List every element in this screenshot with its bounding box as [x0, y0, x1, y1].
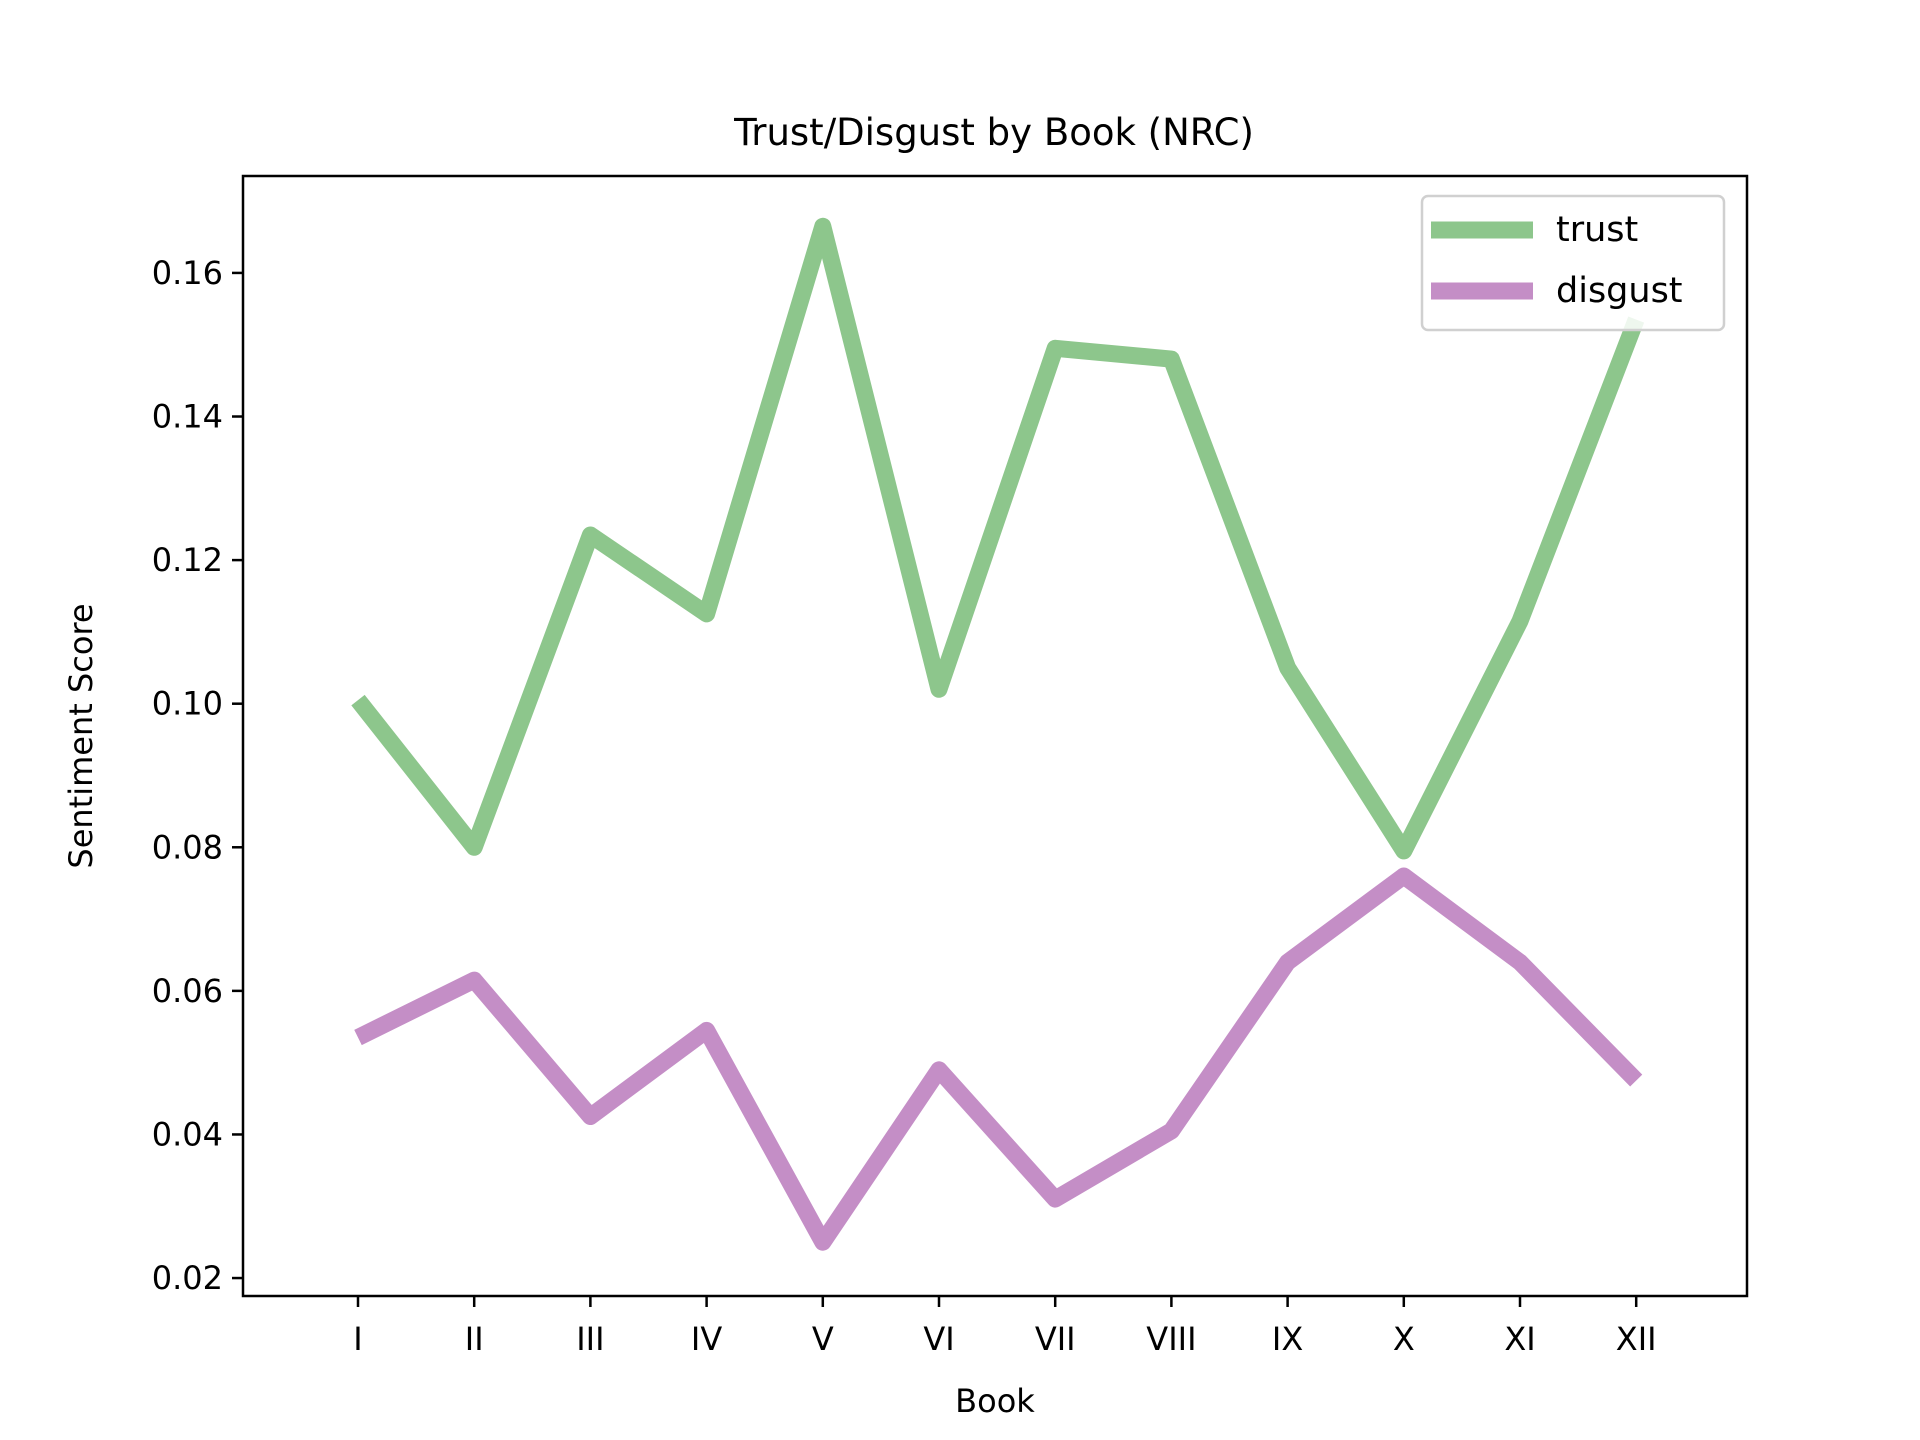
- y-tick-label: 0.16: [152, 254, 223, 292]
- x-tick-label: II: [465, 1320, 484, 1358]
- x-tick-label: VI: [923, 1320, 954, 1358]
- plot-area: [351, 217, 1645, 1251]
- legend: trust disgust: [1420, 194, 1726, 332]
- series-line-trust: [351, 217, 1645, 860]
- y-tick-label: 0.08: [152, 828, 223, 866]
- x-tick-label: IV: [691, 1320, 722, 1358]
- x-tick-label: XII: [1616, 1320, 1657, 1358]
- x-tick-label: VII: [1035, 1320, 1076, 1358]
- y-tick-label: 0.12: [152, 541, 223, 579]
- x-tick-label: XI: [1504, 1320, 1535, 1358]
- x-tick-label: X: [1393, 1320, 1415, 1358]
- x-axis: I II III IV V VI VII VIII IX X XI XII: [353, 1296, 1657, 1358]
- y-tick-label: 0.14: [152, 398, 223, 436]
- y-tick-label: 0.04: [152, 1115, 223, 1153]
- legend-label-disgust: disgust: [1556, 271, 1683, 311]
- y-tick-label: 0.06: [152, 972, 223, 1010]
- y-tick-label: 0.02: [152, 1259, 223, 1297]
- y-tick-label: 0.10: [152, 685, 223, 723]
- y-axis: 0.02 0.04 0.06 0.08 0.10 0.12 0.14 0.16: [152, 254, 243, 1297]
- x-tick-label: I: [353, 1320, 362, 1358]
- x-tick-label: V: [812, 1320, 834, 1358]
- series-line-disgust: [354, 867, 1643, 1251]
- y-axis-label: Sentiment Score: [62, 603, 100, 868]
- x-tick-label: III: [576, 1320, 604, 1358]
- legend-label-trust: trust: [1556, 210, 1638, 250]
- x-tick-label: IX: [1272, 1320, 1303, 1358]
- x-tick-label: VIII: [1146, 1320, 1196, 1358]
- x-axis-label: Book: [955, 1382, 1035, 1420]
- chart-title: Trust/Disgust by Book (NRC): [733, 111, 1254, 154]
- axes-frame: [241, 174, 1749, 1298]
